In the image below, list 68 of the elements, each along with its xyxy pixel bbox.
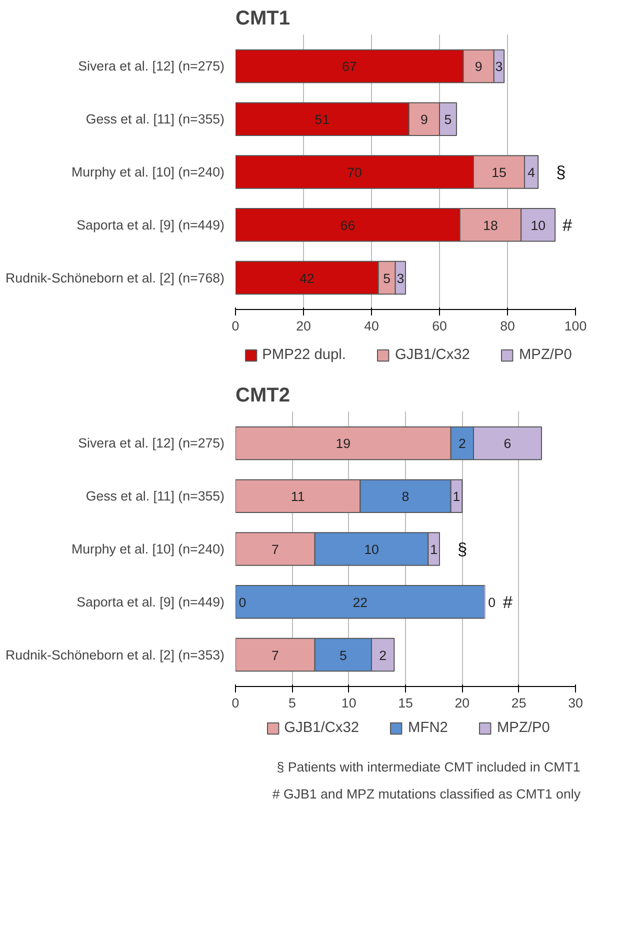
- y-tick-label: Saporta et al. [9] (n=449): [76, 217, 225, 232]
- text: # GJB1 and MPZ mutations classified as CMT1 only: [272, 786, 581, 802]
- x-tick-label: 10: [341, 696, 356, 710]
- data-label: 66: [340, 218, 356, 233]
- data-label: 70: [347, 165, 362, 180]
- data-label: 11: [290, 489, 305, 504]
- data-label: 51: [314, 112, 330, 128]
- data-label: 15: [492, 165, 506, 180]
- data-label: 1: [452, 489, 460, 504]
- bar: [236, 584, 486, 619]
- data-label: 10: [530, 218, 546, 233]
- x-tick-label: 15: [398, 696, 413, 710]
- legend-label: MPZ/P0: [518, 347, 572, 363]
- annotation: §: [458, 539, 468, 559]
- chart-title: CMT2: [236, 384, 290, 406]
- data-label: 6: [504, 436, 512, 452]
- annotation: #: [562, 214, 572, 235]
- x-tick-label: 5: [288, 696, 296, 710]
- data-label: 2: [379, 648, 387, 663]
- y-tick-label: Sivera et al. [12] (n=275): [78, 436, 225, 451]
- x-tick-label: 30: [568, 696, 583, 710]
- y-tick-label: Rudnik-Schöneborn et al. [2] (n=353): [6, 647, 225, 662]
- data-label: 67: [342, 59, 357, 74]
- y-tick-label: Saporta et al. [9] (n=449): [76, 594, 225, 610]
- data-label: 22: [352, 594, 368, 610]
- legend-label: GJB1/Cx32: [284, 720, 360, 736]
- annotation: §: [556, 162, 566, 182]
- data-label: 1: [430, 542, 438, 557]
- data-label: 2: [458, 436, 466, 452]
- data-label: 18: [483, 218, 498, 233]
- x-tick-label: 25: [511, 696, 526, 710]
- y-tick-label: Murphy et al. [10] (n=240): [72, 542, 225, 556]
- legend-label: GJB1/Cx32: [395, 347, 470, 363]
- x-tick-label: 40: [364, 318, 379, 334]
- y-tick-label: Gess et al. [11] (n=355): [86, 112, 225, 127]
- y-tick-label: Sivera et al. [12] (n=275): [78, 58, 225, 74]
- data-label: 0: [238, 594, 246, 610]
- x-tick-label: 60: [432, 318, 447, 334]
- data-label: 19: [336, 436, 351, 452]
- data-label: 3: [396, 270, 404, 286]
- x-tick-label: 80: [500, 318, 515, 334]
- data-label: 10: [364, 542, 379, 557]
- data-label: 9: [420, 112, 428, 128]
- y-tick-label: Rudnik-Schöneborn et al. [2] (n=768): [6, 270, 225, 286]
- legend-label: PMP22 dupl.: [262, 347, 346, 363]
- data-label: 0: [488, 594, 496, 610]
- x-tick-label: 20: [454, 696, 470, 710]
- x-tick-label: 0: [232, 696, 240, 710]
- data-label: 9: [474, 59, 482, 74]
- data-label: 42: [299, 270, 314, 286]
- data-label: 5: [444, 112, 452, 128]
- data-label: 5: [383, 270, 391, 286]
- data-label: 4: [528, 165, 536, 180]
- chart-title: CMT1: [236, 8, 290, 30]
- x-tick-label: 20: [296, 318, 311, 334]
- data-label: 3: [495, 59, 503, 74]
- data-label: 8: [402, 489, 410, 504]
- x-tick-label: 0: [232, 318, 240, 334]
- data-label: 7: [271, 542, 279, 557]
- y-tick-label: Gess et al. [11] (n=355): [86, 488, 225, 504]
- text: § Patients with intermediate CMT included in CMT1: [276, 760, 580, 774]
- legend-label: MFN2: [408, 720, 448, 736]
- y-tick-label: Murphy et al. [10] (n=240): [72, 164, 225, 180]
- legend-label: MPZ/P0: [496, 720, 550, 736]
- data-label: 5: [339, 648, 347, 663]
- x-tick-label: 100: [564, 318, 587, 334]
- data-label: 7: [271, 648, 279, 663]
- annotation: #: [502, 592, 513, 612]
